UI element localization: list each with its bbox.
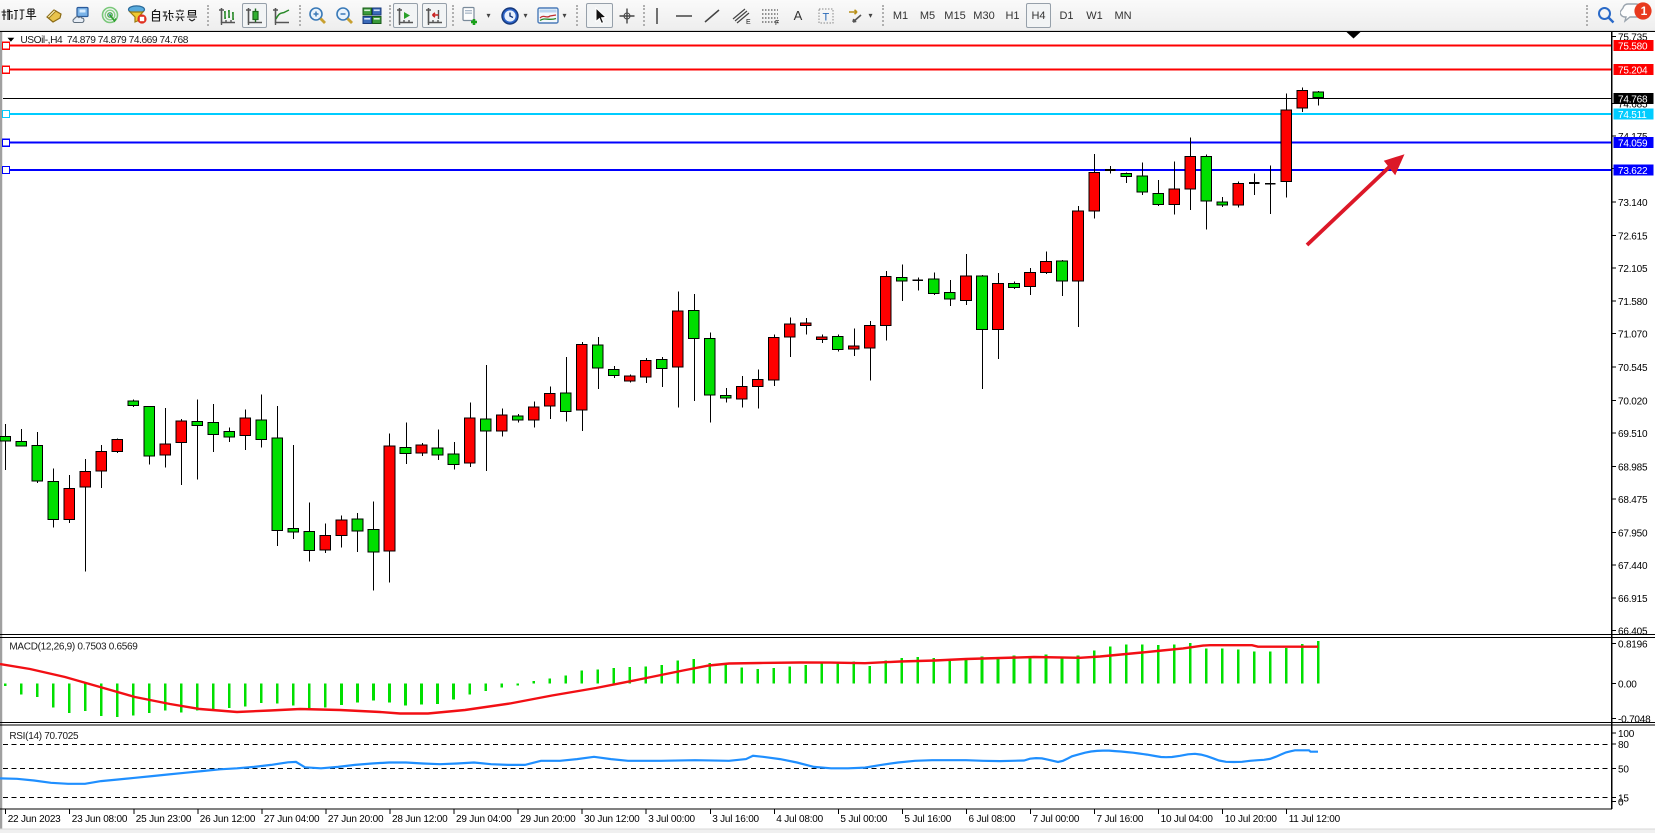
svg-text:73.622: 73.622 <box>1618 166 1648 177</box>
svg-text:75.580: 75.580 <box>1618 42 1648 53</box>
svg-text:0.8196: 0.8196 <box>1618 639 1648 650</box>
svg-text:5 Jul 00:00: 5 Jul 00:00 <box>840 814 887 825</box>
svg-text:3 Jul 00:00: 3 Jul 00:00 <box>648 814 695 825</box>
svg-text:50: 50 <box>1618 765 1629 776</box>
svg-text:1: 1 <box>1641 4 1648 18</box>
svg-text:10 Jul 20:00: 10 Jul 20:00 <box>1225 814 1278 825</box>
svg-text:74.685: 74.685 <box>1618 100 1648 111</box>
svg-text:27 Jun 04:00: 27 Jun 04:00 <box>264 814 320 825</box>
svg-text:27 Jun 20:00: 27 Jun 20:00 <box>328 814 384 825</box>
svg-text:74.059: 74.059 <box>1618 139 1648 150</box>
svg-text:-0.7048: -0.7048 <box>1618 714 1651 725</box>
svg-text:29 Jun 04:00: 29 Jun 04:00 <box>456 814 512 825</box>
svg-text:75.735: 75.735 <box>1618 33 1648 44</box>
svg-text:4 Jul 08:00: 4 Jul 08:00 <box>776 814 823 825</box>
svg-text:80: 80 <box>1618 740 1629 751</box>
svg-text:68.475: 68.475 <box>1618 495 1648 506</box>
svg-text:74.511: 74.511 <box>1618 110 1647 121</box>
svg-text:15: 15 <box>1618 793 1629 804</box>
svg-text:74.768: 74.768 <box>1618 94 1648 105</box>
svg-text:7 Jul 00:00: 7 Jul 00:00 <box>1033 814 1080 825</box>
svg-text:72.615: 72.615 <box>1618 231 1648 242</box>
svg-text:6 Jul 08:00: 6 Jul 08:00 <box>969 814 1016 825</box>
svg-text:67.440: 67.440 <box>1618 561 1648 572</box>
svg-text:22 Jun 2023: 22 Jun 2023 <box>8 814 61 825</box>
svg-text:70.545: 70.545 <box>1618 363 1648 374</box>
svg-text:T: T <box>823 11 830 23</box>
svg-text:28 Jun 12:00: 28 Jun 12:00 <box>392 814 448 825</box>
svg-text:26 Jun 12:00: 26 Jun 12:00 <box>200 814 256 825</box>
svg-text:73.140: 73.140 <box>1618 198 1648 209</box>
svg-text:RSI(14) 70.7025: RSI(14) 70.7025 <box>9 731 79 742</box>
svg-text:30 Jun 12:00: 30 Jun 12:00 <box>584 814 640 825</box>
svg-text:F: F <box>775 20 779 26</box>
svg-text:E: E <box>746 19 751 26</box>
svg-text:71.070: 71.070 <box>1618 330 1648 341</box>
svg-text:66.405: 66.405 <box>1618 627 1648 638</box>
svg-text:72.105: 72.105 <box>1618 264 1648 275</box>
svg-text:23 Jun 08:00: 23 Jun 08:00 <box>72 814 128 825</box>
svg-text:67.950: 67.950 <box>1618 528 1648 539</box>
svg-text:25 Jun 23:00: 25 Jun 23:00 <box>136 814 192 825</box>
svg-text:66.915: 66.915 <box>1618 594 1648 605</box>
svg-text:MACD(12,26,9) 0.7503 0.6569: MACD(12,26,9) 0.7503 0.6569 <box>9 641 138 652</box>
svg-text:10 Jul 04:00: 10 Jul 04:00 <box>1161 814 1214 825</box>
svg-text:71.580: 71.580 <box>1618 297 1648 308</box>
svg-text:0: 0 <box>1618 798 1624 809</box>
svg-text:29 Jun 20:00: 29 Jun 20:00 <box>520 814 576 825</box>
svg-text:3 Jul 16:00: 3 Jul 16:00 <box>712 814 759 825</box>
svg-text:7 Jul 16:00: 7 Jul 16:00 <box>1097 814 1144 825</box>
svg-text:5 Jul 16:00: 5 Jul 16:00 <box>904 814 951 825</box>
svg-text:100: 100 <box>1618 729 1635 740</box>
svg-text:75.204: 75.204 <box>1618 66 1648 77</box>
svg-text:0.00: 0.00 <box>1618 680 1637 691</box>
svg-text:69.510: 69.510 <box>1618 429 1648 440</box>
svg-text:11 Jul 12:00: 11 Jul 12:00 <box>1289 814 1341 825</box>
svg-text:70.020: 70.020 <box>1618 397 1648 408</box>
svg-text:68.985: 68.985 <box>1618 462 1648 473</box>
svg-text:USOil-,H4 74.879 74.879 74.66: USOil-,H4 74.879 74.879 74.669 74.768 <box>20 35 188 46</box>
